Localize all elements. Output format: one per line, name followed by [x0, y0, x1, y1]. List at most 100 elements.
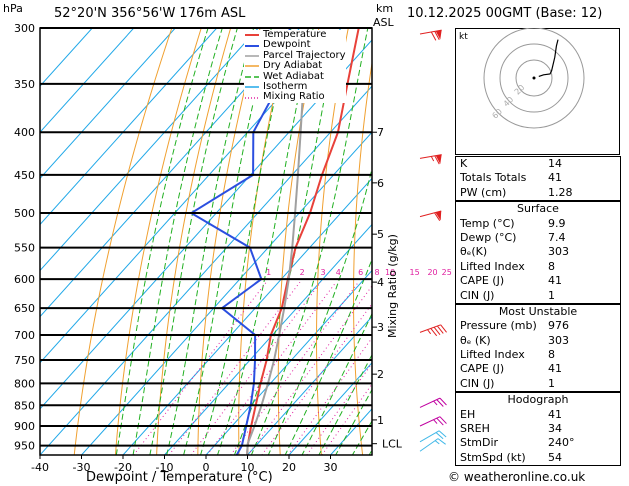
legend-swatch — [245, 34, 259, 37]
x-axis-title: Dewpoint / Temperature (°C) — [86, 470, 273, 485]
index-value: 41 — [548, 407, 562, 421]
wind-barb-staff — [419, 324, 441, 333]
index-row: StmDir 240° — [456, 436, 620, 450]
km-tick-label: LCL — [382, 438, 403, 451]
index-value: 8 — [548, 259, 555, 273]
legend-entry: Dry Adiabat — [244, 60, 346, 71]
dry-adiabat-line — [197, 28, 261, 455]
mixing-ratio-label: 3 — [320, 268, 325, 277]
legend-entry: Wet Adiabat — [244, 71, 346, 82]
index-label: Totals Totals — [460, 171, 527, 185]
index-label: CIN (J) — [460, 288, 495, 302]
index-value: 1 — [548, 288, 555, 302]
isotherm-line — [40, 28, 218, 226]
copyright: © weatheronline.co.uk — [448, 470, 586, 484]
pressure-tick-label: 600 — [14, 273, 35, 286]
isotherm-line — [40, 28, 259, 272]
index-row: CAPE (J) 41 — [456, 362, 620, 376]
wind-barb-full — [433, 326, 441, 335]
km-tick-label: 3 — [377, 321, 384, 334]
mixing-ratio-label: 8 — [375, 268, 380, 277]
isotherm-line — [40, 85, 372, 455]
sounding-datetime: 10.12.2025 00GMT (Base: 12) — [407, 6, 603, 21]
index-label: StmSpd (kt) — [460, 450, 526, 464]
pressure-tick-label: 700 — [14, 329, 35, 342]
mixing-ratio-line — [168, 281, 301, 455]
wind-barb-full — [439, 416, 447, 424]
isotherm-line — [40, 28, 176, 180]
wind-pennant — [435, 154, 442, 164]
index-label: θₑ(K) — [460, 245, 488, 259]
hodograph-indices: Hodograph EH 41 SREH 34 StmDir 240° StmSpd (kt… — [455, 392, 621, 467]
wind-barb-staff — [419, 438, 439, 452]
wind-barb-full — [430, 328, 438, 337]
mixing-ratio-line — [133, 281, 267, 455]
index-value: 303 — [548, 333, 569, 347]
pressure-tick-label: 550 — [14, 242, 35, 255]
index-label: K — [460, 157, 468, 170]
hodograph-ring — [515, 59, 553, 97]
hpa-axis-unit: hPa — [3, 2, 23, 15]
wind-barb-full — [430, 31, 437, 41]
index-row: θₑ (K) 303 — [456, 334, 620, 348]
index-label: CIN (J) — [460, 376, 495, 390]
index-value: 1.28 — [548, 185, 573, 199]
wind-barb-full — [438, 430, 447, 438]
index-value: 41 — [548, 274, 562, 288]
wind-barb-half — [430, 156, 435, 162]
index-value: 1 — [548, 376, 555, 390]
index-label: CAPE (J) — [460, 362, 505, 376]
legend-label: Dewpoint — [263, 39, 311, 51]
pressure-tick-label: 950 — [14, 440, 35, 453]
legend-entry: Parcel Trajectory — [244, 49, 346, 61]
wind-barb-full — [440, 324, 447, 333]
wet-adiabat-line — [318, 353, 372, 455]
wind-barb-half — [427, 329, 432, 335]
mixing-ratio-label: 20 — [427, 268, 437, 277]
hodograph-ring — [483, 28, 585, 129]
index-label: θₑ (K) — [460, 333, 491, 347]
dry-adiabat-line — [316, 28, 349, 455]
wind-barb — [419, 416, 447, 427]
index-row: Lifted Index 8 — [456, 260, 620, 274]
mixing-ratio-label: 10 — [385, 268, 395, 277]
legend-entry: Isotherm — [244, 81, 346, 92]
temperature-tick-label: 20 — [282, 461, 296, 474]
stability-indices-table: K 14 Totals Totals 41 PW (cm) 1.28 Surface Te… — [455, 156, 621, 467]
index-row: K 14 — [456, 157, 620, 171]
wind-pennant — [435, 30, 442, 40]
index-row: PW (cm) 1.28 — [456, 186, 620, 200]
wind-barb-staff — [419, 430, 440, 443]
legend-swatch — [245, 86, 259, 88]
index-value: 54 — [548, 450, 562, 464]
wet-adiabat-line — [200, 28, 292, 455]
temperature-tick-label: -30 — [73, 461, 91, 474]
wet-adiabat-line — [183, 28, 272, 455]
index-row: Lifted Index 8 — [456, 348, 620, 362]
index-row: CIN (J) 1 — [456, 289, 620, 303]
dry-adiabat-line — [353, 59, 372, 455]
mixing-ratio-label: 4 — [336, 268, 341, 277]
index-row: StmSpd (kt) 54 — [456, 451, 620, 465]
pressure-tick-label: 800 — [14, 377, 35, 390]
index-row: Dewp (°C) 7.4 — [456, 231, 620, 245]
km-axis-unit: km — [376, 2, 394, 15]
pressure-tick-label: 300 — [14, 22, 35, 35]
asl-axis-unit: ASL — [373, 16, 394, 29]
mixing-ratio-label: 15 — [410, 268, 420, 277]
basic-indices: K 14 Totals Totals 41 PW (cm) 1.28 — [455, 156, 621, 202]
wind-barb-full — [434, 212, 441, 221]
index-label: StmDir — [460, 436, 499, 450]
dry-adiabat-line — [156, 28, 232, 455]
index-label: Lifted Index — [460, 348, 525, 362]
index-label: Temp (°C) — [460, 216, 515, 230]
index-label: Dewp (°C) — [460, 230, 517, 244]
legend-label: Parcel Trajectory — [263, 49, 346, 61]
index-label: SREH — [460, 422, 490, 436]
wind-pennant — [435, 210, 442, 221]
mixing-ratio-line — [321, 383, 372, 455]
surface-indices: Surface Temp (°C) 9.9 Dewp (°C) 7.4 θₑ(K) 303… — [455, 201, 621, 304]
dry-adiabat-line — [114, 28, 202, 455]
legend-entry: Dewpoint — [244, 39, 346, 51]
